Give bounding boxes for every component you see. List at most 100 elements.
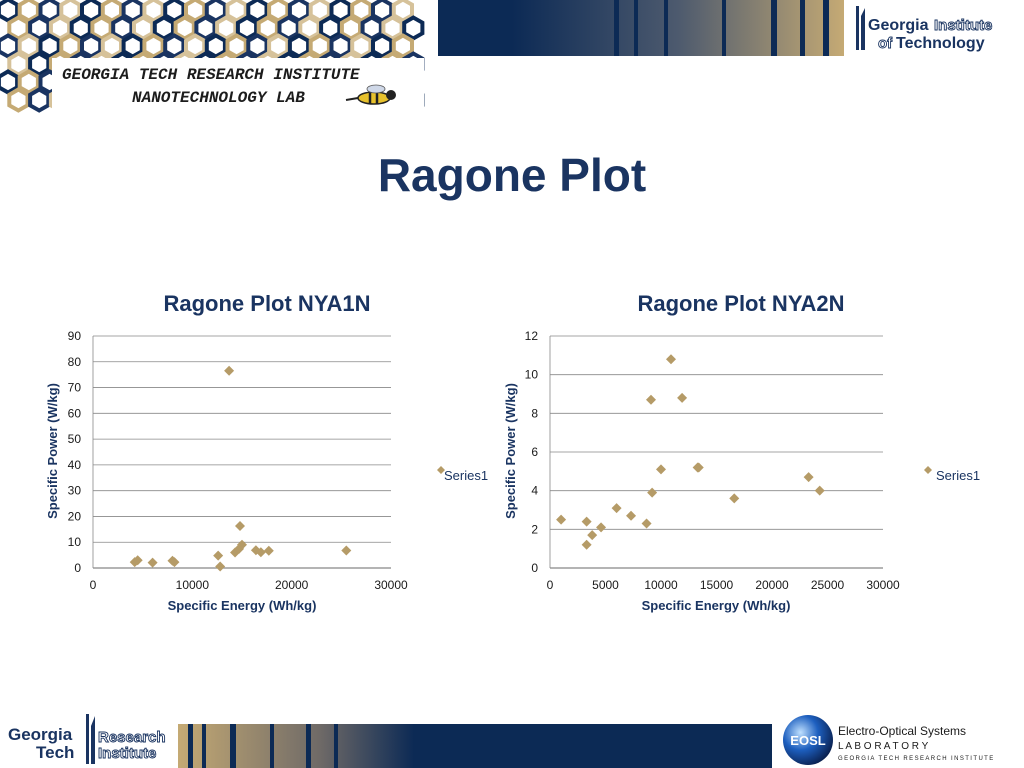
hexagon-shape bbox=[204, 0, 227, 23]
x-tick-label: 15000 bbox=[700, 578, 734, 592]
hexagon-shape bbox=[0, 33, 20, 59]
data-point bbox=[611, 503, 622, 514]
data-point bbox=[255, 547, 266, 558]
data-point bbox=[230, 547, 241, 558]
footer-rt-word1: Research bbox=[98, 729, 166, 746]
y-tick-label: 80 bbox=[68, 355, 82, 369]
hexagon-shape bbox=[184, 0, 207, 23]
footer-gt-word2: Tech bbox=[36, 743, 74, 762]
header-stripe-band bbox=[438, 0, 844, 56]
data-point bbox=[215, 561, 226, 572]
chart1-legend-label: Series1 bbox=[444, 468, 488, 483]
y-tick-label: 20 bbox=[68, 509, 82, 523]
x-tick-label: 10000 bbox=[644, 578, 678, 592]
eosl-line1: Electro-Optical Systems bbox=[838, 724, 966, 738]
hexagon-shape bbox=[132, 15, 155, 41]
data-point bbox=[263, 545, 274, 556]
hexagon-shape bbox=[204, 33, 227, 59]
data-point bbox=[132, 555, 143, 566]
data-point bbox=[729, 493, 740, 504]
hexagon-shape bbox=[329, 0, 352, 23]
hexagon-shape bbox=[256, 15, 279, 41]
hexagon-shape bbox=[267, 33, 290, 59]
hexagon-shape bbox=[391, 33, 414, 59]
hexagon-shape bbox=[402, 15, 425, 41]
gt-logo-word2: Institute bbox=[934, 17, 992, 34]
hexagon-shape bbox=[163, 33, 186, 59]
y-tick-label: 4 bbox=[531, 484, 538, 498]
hexagon-shape bbox=[28, 51, 51, 77]
lab-name-line2: NANOTECHNOLOGY LAB bbox=[132, 89, 305, 107]
hexagon-shape bbox=[121, 33, 144, 59]
slide-title: Ragone Plot bbox=[377, 149, 647, 201]
hexagon-shape bbox=[194, 15, 217, 41]
data-point bbox=[581, 516, 592, 527]
eosl-line2: L A B O R A T O R Y bbox=[838, 741, 929, 752]
hexagon-shape bbox=[69, 15, 92, 41]
data-point bbox=[587, 530, 598, 541]
hexagon-shape bbox=[287, 33, 311, 59]
hexagon-shape bbox=[246, 0, 269, 23]
data-point bbox=[814, 485, 825, 496]
hexagon-shape bbox=[142, 33, 165, 59]
data-point bbox=[693, 462, 704, 473]
hexagon-shape bbox=[298, 15, 321, 41]
hexagon-shape bbox=[7, 51, 30, 77]
data-point bbox=[656, 464, 666, 475]
hexagon-shape bbox=[287, 0, 311, 23]
y-tick-label: 8 bbox=[531, 406, 538, 420]
hexagon-shape bbox=[121, 0, 144, 23]
data-point bbox=[341, 545, 352, 556]
hexagon-shape bbox=[100, 0, 123, 23]
footer-stripe-band bbox=[178, 724, 772, 768]
data-point bbox=[596, 522, 607, 533]
hexagon-shape bbox=[59, 0, 82, 23]
y-tick-label: 40 bbox=[68, 458, 82, 472]
hexagon-shape bbox=[371, 33, 394, 59]
hexagon-shape bbox=[7, 15, 30, 41]
hexagon-shape bbox=[360, 15, 383, 41]
data-point bbox=[147, 557, 158, 568]
hexagon-pattern-banner bbox=[0, 0, 425, 118]
hexagon-shape bbox=[308, 0, 331, 23]
data-point bbox=[665, 354, 676, 365]
data-point bbox=[213, 550, 224, 561]
data-point bbox=[235, 520, 246, 531]
hexagon-shape bbox=[152, 15, 175, 41]
chart1-legend-marker bbox=[437, 466, 445, 474]
hexagon-shape bbox=[163, 0, 186, 23]
x-tick-label: 20000 bbox=[275, 578, 309, 592]
x-tick-label: 25000 bbox=[811, 578, 845, 592]
hexagon-shape bbox=[319, 15, 342, 41]
hexagon-shape bbox=[184, 33, 207, 59]
data-point bbox=[646, 394, 657, 405]
hexagon-shape bbox=[90, 15, 113, 41]
data-point bbox=[803, 472, 814, 483]
y-tick-label: 70 bbox=[68, 381, 82, 395]
hexagon-shape bbox=[80, 0, 103, 23]
hexagon-shape bbox=[17, 69, 40, 95]
hexagon-shape bbox=[329, 33, 352, 59]
footer-gt-word1: Georgia bbox=[8, 725, 73, 744]
y-tick-label: 2 bbox=[531, 522, 538, 536]
y-tick-label: 10 bbox=[525, 368, 539, 382]
data-point bbox=[556, 514, 567, 525]
data-point bbox=[677, 392, 688, 403]
hexagon-shape bbox=[267, 0, 290, 23]
y-tick-label: 90 bbox=[68, 329, 82, 343]
chart2-title: Ragone Plot NYA2N bbox=[637, 291, 845, 316]
hexagon-shape bbox=[0, 0, 20, 23]
data-point bbox=[647, 487, 658, 498]
hexagon-shape bbox=[173, 15, 196, 41]
hexagon-shape bbox=[17, 33, 40, 59]
hexagon-shape bbox=[350, 33, 373, 59]
hexagon-shape bbox=[17, 0, 40, 23]
data-point bbox=[641, 518, 652, 529]
hexagon-shape bbox=[0, 69, 20, 95]
hexagon-shape bbox=[28, 15, 51, 41]
chart1-y-axis-label: Specific Power (W/kg) bbox=[45, 383, 60, 519]
chart2-legend-label: Series1 bbox=[936, 468, 980, 483]
hexagon-shape bbox=[7, 87, 30, 113]
hexagon-shape bbox=[38, 33, 61, 59]
x-tick-label: 30000 bbox=[374, 578, 408, 592]
